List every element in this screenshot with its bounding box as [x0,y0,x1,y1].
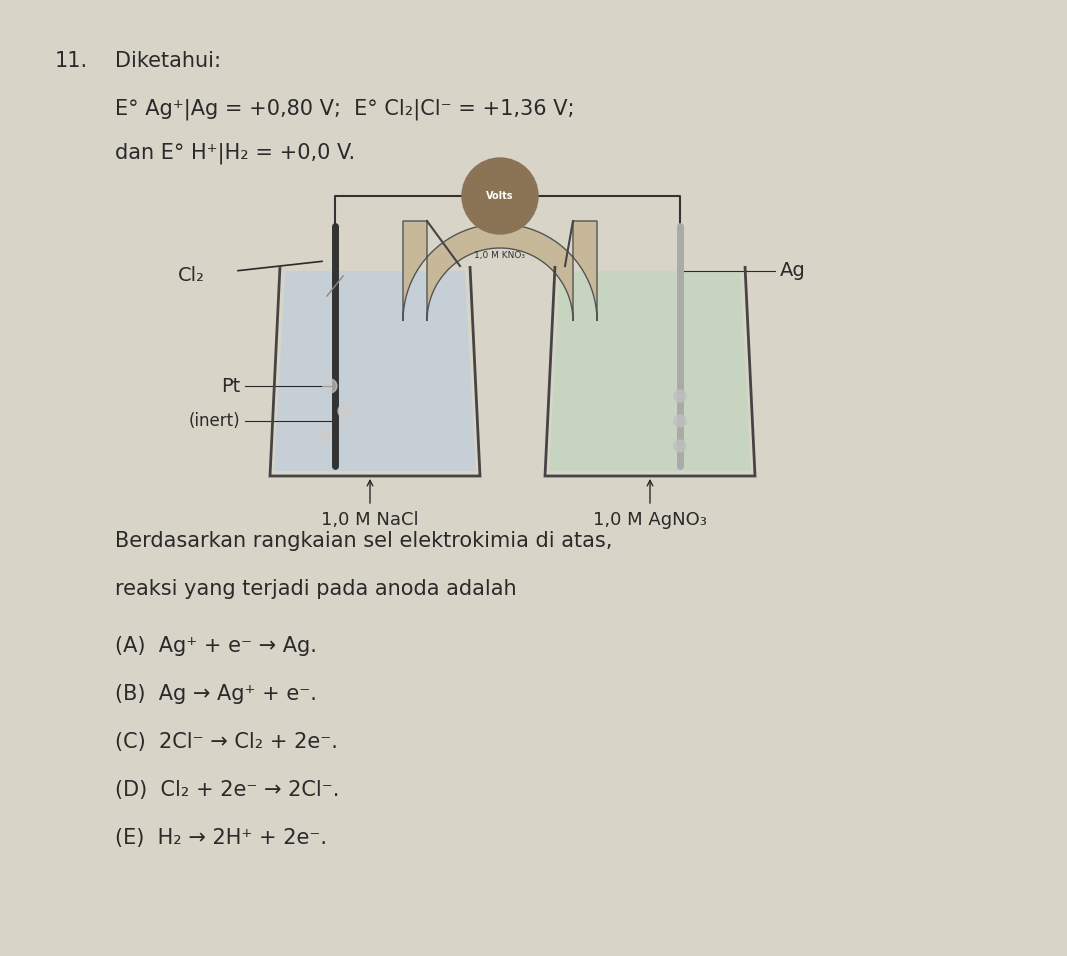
Text: Cl₂: Cl₂ [178,267,205,286]
Text: Volts: Volts [487,191,513,201]
Text: reaksi yang terjadi pada anoda adalah: reaksi yang terjadi pada anoda adalah [115,579,516,599]
Circle shape [674,440,686,452]
Polygon shape [550,271,751,471]
Circle shape [674,415,686,427]
Text: Diketahui:: Diketahui: [115,51,221,71]
Text: (inert): (inert) [189,412,240,430]
Circle shape [323,379,337,393]
Text: Berdasarkan rangkaian sel elektrokimia di atas,: Berdasarkan rangkaian sel elektrokimia d… [115,531,612,551]
Text: 11.: 11. [55,51,89,71]
Text: 1,0 M NaCl: 1,0 M NaCl [321,511,419,529]
Text: dan E° H⁺|H₂ = +0,0 V.: dan E° H⁺|H₂ = +0,0 V. [115,143,355,164]
Text: (B)  Ag → Ag⁺ + e⁻.: (B) Ag → Ag⁺ + e⁻. [115,684,317,704]
Text: (E)  H₂ → 2H⁺ + 2e⁻.: (E) H₂ → 2H⁺ + 2e⁻. [115,828,327,848]
Polygon shape [274,271,476,471]
PathPatch shape [403,221,598,321]
Text: (C)  2Cl⁻ → Cl₂ + 2e⁻.: (C) 2Cl⁻ → Cl₂ + 2e⁻. [115,732,338,752]
Circle shape [338,404,352,418]
Text: Ag: Ag [780,262,806,280]
Circle shape [316,429,330,443]
Text: Pt: Pt [221,377,240,396]
Text: 1,0 M AgNO₃: 1,0 M AgNO₃ [593,511,707,529]
Circle shape [462,158,538,234]
Text: 1,0 M KNO₃: 1,0 M KNO₃ [475,251,526,260]
Circle shape [674,390,686,402]
Text: E° Ag⁺|Ag = +0,80 V;  E° Cl₂|Cl⁻ = +1,36 V;: E° Ag⁺|Ag = +0,80 V; E° Cl₂|Cl⁻ = +1,36 … [115,98,574,120]
Text: (D)  Cl₂ + 2e⁻ → 2Cl⁻.: (D) Cl₂ + 2e⁻ → 2Cl⁻. [115,780,339,800]
Text: (A)  Ag⁺ + e⁻ → Ag.: (A) Ag⁺ + e⁻ → Ag. [115,636,317,656]
